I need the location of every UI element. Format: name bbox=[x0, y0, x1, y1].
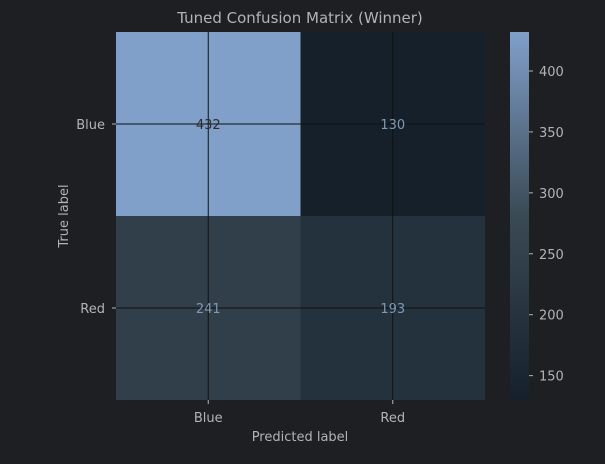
colorbar-tick-label: 150 bbox=[539, 370, 564, 385]
y-axis-label: True label bbox=[57, 184, 72, 248]
heatmap-gridlines bbox=[116, 32, 485, 400]
y-axis-ticks: Blue Red bbox=[76, 118, 116, 317]
x-axis-ticks: Blue Red bbox=[194, 400, 405, 426]
colorbar bbox=[510, 32, 529, 400]
cell-value-label: 432 bbox=[196, 118, 221, 133]
colorbar-ticks: 150 200 250 300 350 400 bbox=[529, 65, 564, 385]
x-tick-label: Red bbox=[380, 411, 405, 426]
y-tick-label: Blue bbox=[76, 118, 105, 133]
cell-value-label: 193 bbox=[380, 302, 405, 317]
heatmap-cells bbox=[116, 32, 485, 400]
colorbar-tick-label: 350 bbox=[539, 126, 564, 141]
cell-value-label: 241 bbox=[196, 302, 221, 317]
x-axis-label: Predicted label bbox=[252, 430, 349, 445]
chart-title: Tuned Confusion Matrix (Winner) bbox=[176, 9, 423, 27]
colorbar-tick-label: 200 bbox=[539, 309, 564, 324]
colorbar-tick-label: 300 bbox=[539, 187, 564, 202]
y-tick-label: Red bbox=[80, 302, 105, 317]
x-tick-label: Blue bbox=[194, 411, 223, 426]
heatmap-cell-labels: 432 130 241 193 bbox=[196, 118, 405, 317]
colorbar-tick-label: 400 bbox=[539, 65, 564, 80]
cell-value-label: 130 bbox=[380, 118, 405, 133]
colorbar-tick-label: 250 bbox=[539, 248, 564, 263]
